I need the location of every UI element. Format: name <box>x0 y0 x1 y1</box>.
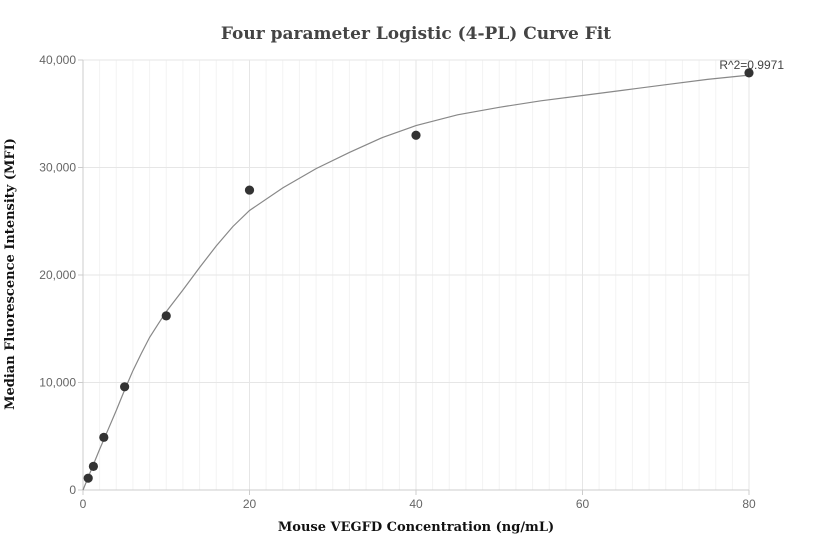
y-tick-label: 30,000 <box>39 161 76 175</box>
x-tick-label: 0 <box>80 497 87 511</box>
y-tick-label: 10,000 <box>39 376 76 390</box>
data-points <box>83 68 754 483</box>
y-tick-label: 20,000 <box>39 268 76 282</box>
y-tick-label: 40,000 <box>39 53 76 67</box>
data-point <box>99 432 109 442</box>
gridlines <box>83 59 750 490</box>
data-point <box>120 382 130 392</box>
y-tick-label: 0 <box>69 483 76 497</box>
data-point <box>411 130 421 140</box>
x-tick-label: 80 <box>742 497 756 511</box>
y-axis-label: Median Fluorescence Intensity (MFI) <box>3 138 18 410</box>
chart-title: Four parameter Logistic (4-PL) Curve Fit <box>221 24 611 44</box>
data-point <box>83 473 93 483</box>
data-point <box>744 68 754 78</box>
x-tick-label: 40 <box>409 497 423 511</box>
x-axis-label: Mouse VEGFD Concentration (ng/mL) <box>278 520 554 535</box>
x-axis-ticks: 0 20 40 60 80 <box>80 490 756 511</box>
x-tick-label: 20 <box>243 497 257 511</box>
r-squared-annotation: R^2=0.9971 <box>719 58 784 72</box>
y-axis-ticks: 0 10,000 20,000 30,000 40,000 <box>39 53 83 497</box>
data-point <box>88 461 99 471</box>
data-point <box>161 311 171 321</box>
fit-curve-line <box>82 74 750 491</box>
data-point <box>244 185 255 195</box>
x-tick-label: 60 <box>576 497 590 511</box>
